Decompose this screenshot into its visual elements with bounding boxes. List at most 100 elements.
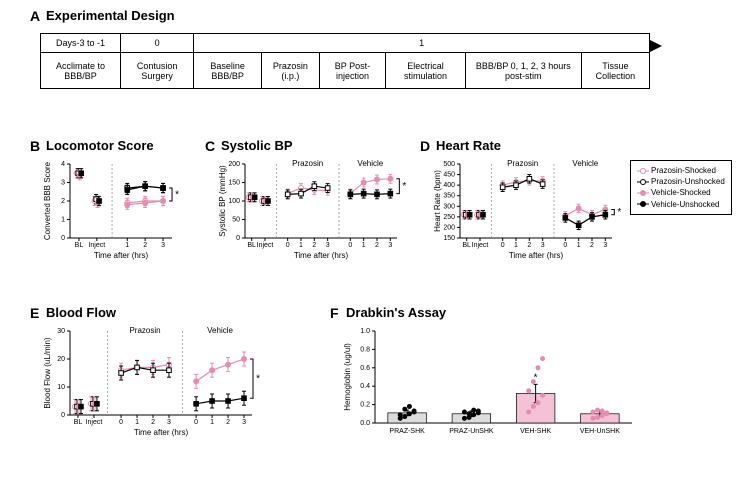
panel-f-title: Drabkin's Assay: [346, 305, 446, 320]
svg-text:BL: BL: [74, 419, 83, 426]
svg-text:350: 350: [443, 193, 455, 200]
svg-text:0.0: 0.0: [360, 420, 370, 427]
svg-text:0: 0: [501, 242, 505, 249]
svg-text:3: 3: [388, 242, 392, 249]
svg-text:0: 0: [563, 242, 567, 249]
panel-d-title: Heart Rate: [436, 138, 501, 153]
svg-text:Heart Rate (bpm): Heart Rate (bpm): [433, 170, 442, 232]
svg-text:Time after (hrs): Time after (hrs): [94, 251, 149, 260]
svg-text:*: *: [256, 374, 260, 385]
legend-box: Prazosin-ShockedPrazosin-UnshockedVehicl…: [630, 160, 732, 215]
timeline-arrow-icon: [650, 40, 662, 52]
svg-text:Vehicle: Vehicle: [357, 159, 383, 168]
panel-b-chart: 01234Converted BBB ScoreBLInject123Time …: [40, 156, 180, 266]
svg-text:0: 0: [61, 412, 65, 419]
svg-text:20: 20: [57, 356, 65, 363]
svg-text:450: 450: [443, 172, 455, 179]
svg-text:Prazosin: Prazosin: [507, 159, 538, 168]
svg-text:2: 2: [226, 419, 230, 426]
timeline-table: Days-3 to -1 0 1 Acclimate to BBB/BP Con…: [40, 33, 650, 89]
svg-text:0: 0: [194, 419, 198, 426]
svg-text:*: *: [617, 207, 621, 218]
legend-item: Prazosin-Shocked: [637, 165, 725, 176]
panel-d-chart: 150200250300350400450500Heart Rate (bpm)…: [430, 156, 620, 266]
svg-text:Vehicle: Vehicle: [572, 159, 598, 168]
svg-text:Inject: Inject: [86, 419, 103, 426]
svg-text:1: 1: [299, 242, 303, 249]
panel-a-letter: A: [30, 8, 40, 24]
svg-text:BL: BL: [75, 242, 84, 249]
svg-text:200: 200: [228, 161, 240, 168]
svg-text:3: 3: [603, 242, 607, 249]
svg-text:Vehicle: Vehicle: [207, 326, 233, 335]
svg-text:BL: BL: [247, 242, 256, 249]
svg-text:BL: BL: [462, 242, 471, 249]
svg-text:Hemoglobin (ug/ul): Hemoglobin (ug/ul): [343, 343, 352, 411]
svg-text:3: 3: [242, 419, 246, 426]
svg-text:*: *: [402, 181, 406, 192]
svg-text:Time after (hrs): Time after (hrs): [134, 428, 189, 437]
svg-text:2: 2: [151, 419, 155, 426]
svg-text:2: 2: [312, 242, 316, 249]
svg-text:150: 150: [443, 235, 455, 242]
timeline-cell: Baseline BBB/BP: [194, 53, 262, 89]
panel-d-letter: D: [420, 138, 430, 154]
svg-text:1.0: 1.0: [360, 328, 370, 335]
svg-text:2: 2: [61, 198, 65, 205]
svg-text:200: 200: [443, 224, 455, 231]
svg-text:Prazosin: Prazosin: [129, 326, 160, 335]
svg-text:1: 1: [514, 242, 518, 249]
svg-text:30: 30: [57, 328, 65, 335]
timeline-cell: Contusion Surgery: [121, 53, 194, 89]
panel-c-title: Systolic BP: [221, 138, 293, 153]
svg-text:3: 3: [541, 242, 545, 249]
svg-text:3: 3: [161, 242, 165, 249]
svg-text:0.6: 0.6: [360, 365, 370, 372]
svg-text:3: 3: [61, 180, 65, 187]
svg-text:3: 3: [167, 419, 171, 426]
svg-text:Converted BBB Score: Converted BBB Score: [43, 161, 52, 240]
svg-text:1: 1: [577, 242, 581, 249]
svg-text:Time after (hrs): Time after (hrs): [509, 251, 564, 260]
timeline-cell: Electrical stimulation: [386, 53, 465, 89]
svg-text:1: 1: [61, 217, 65, 224]
svg-text:Blood Flow (uL/min): Blood Flow (uL/min): [43, 337, 52, 408]
svg-text:0.2: 0.2: [360, 402, 370, 409]
timeline-cell: Acclimate to BBB/BP: [41, 53, 121, 89]
svg-text:Inject: Inject: [257, 242, 274, 249]
timeline-cell: BP Post-injection: [319, 53, 386, 89]
panel-b-letter: B: [30, 138, 40, 154]
panel-c-chart: 050100150200Systolic BP (mmHg)PrazosinVe…: [215, 156, 405, 266]
svg-text:PRAZ-SHK: PRAZ-SHK: [389, 428, 425, 435]
svg-text:0.4: 0.4: [360, 383, 370, 390]
panel-e-letter: E: [30, 305, 39, 321]
svg-text:250: 250: [443, 214, 455, 221]
svg-text:VEH-UnSHK: VEH-UnSHK: [580, 428, 620, 435]
svg-text:Inject: Inject: [472, 242, 489, 249]
legend-item: Vehicle-Unshocked: [637, 199, 725, 210]
svg-text:2: 2: [143, 242, 147, 249]
svg-text:0: 0: [236, 235, 240, 242]
timeline-hdr-2: 1: [194, 34, 650, 53]
timeline-cell: Tissue Collection: [581, 53, 649, 89]
svg-text:50: 50: [232, 217, 240, 224]
timeline-hdr-1: 0: [121, 34, 194, 53]
svg-text:0: 0: [119, 419, 123, 426]
svg-text:300: 300: [443, 203, 455, 210]
svg-text:1: 1: [125, 242, 129, 249]
svg-text:3: 3: [326, 242, 330, 249]
svg-text:1: 1: [135, 419, 139, 426]
timeline-hdr-0: Days-3 to -1: [41, 34, 121, 53]
panel-c-letter: C: [205, 138, 215, 154]
panel-f-letter: F: [330, 305, 339, 321]
svg-text:150: 150: [228, 180, 240, 187]
panel-f-chart: 0.0 0.2 0.4 0.6 0.8 1.0 Hemoglobin (ug/ul) PRAZ…: [340, 323, 640, 443]
svg-text:500: 500: [443, 161, 455, 168]
svg-text:PRAZ-UnSHK: PRAZ-UnSHK: [449, 428, 494, 435]
svg-text:Inject: Inject: [88, 242, 105, 249]
svg-text:4: 4: [61, 161, 65, 168]
svg-text:1: 1: [362, 242, 366, 249]
svg-text:0.8: 0.8: [360, 346, 370, 353]
svg-text:10: 10: [57, 384, 65, 391]
svg-text:VEH-SHK: VEH-SHK: [520, 428, 551, 435]
